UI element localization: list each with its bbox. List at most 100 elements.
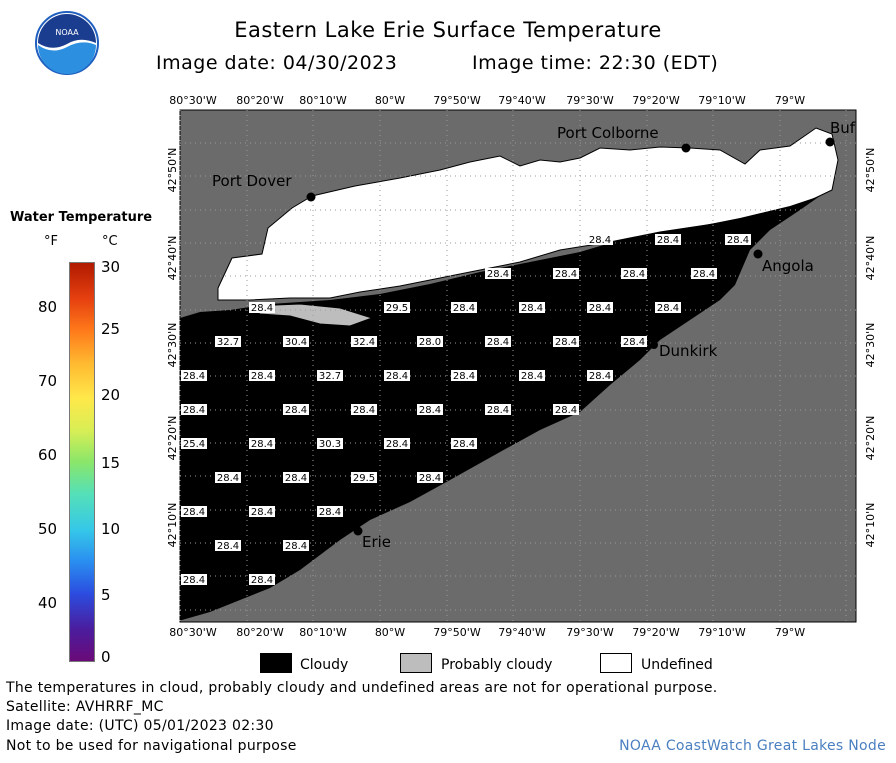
lat-label-left: 42°50'N [166,148,179,193]
image-time: Image time: 22:30 (EDT) [472,52,719,74]
lon-label-top: 79°20'W [632,94,680,107]
logo-text: NOAA [55,28,79,37]
lon-label-top: 80°30'W [169,94,217,107]
temp-label: 28.4 [353,405,375,416]
c-tick: 20 [101,386,121,404]
temp-label: 28.4 [285,405,307,416]
c-tick: 25 [101,320,121,338]
footer-satellite: Satellite: AVHRRF_MC [6,699,164,715]
temperature-labels: 28.4 28.4 28.4 28.4 28.4 28.4 28.4 28.4 29.5 28.4… [181,234,751,586]
f-tick: 70 [38,372,58,390]
temp-label: 28.4 [727,235,749,246]
lon-label-bottom: 80°20'W [236,626,284,639]
city-markers: Port Dover Port Colborne Buf Angola Dunk… [212,119,856,551]
temp-label: 29.5 [386,303,408,314]
temp-label-bg [451,370,477,381]
temp-label-bg [351,404,377,415]
c-tick: 10 [101,520,121,538]
f-tick: 80 [38,298,58,316]
temp-label: 28.4 [589,235,611,246]
temp-label: 25.4 [183,439,205,450]
temp-label: 28.4 [521,371,543,382]
temp-label-bg [181,370,207,381]
lon-label-bottom: 79°50'W [433,626,481,639]
temp-label: 28.4 [623,337,645,348]
temp-label: 28.4 [419,405,441,416]
temp-label-bg [384,438,410,449]
temp-label: 28.4 [386,439,408,450]
temp-label: 28.4 [555,405,577,416]
undefined-area [217,127,839,301]
noaa-logo: NOAA [35,11,99,75]
temp-label-bg [621,268,647,279]
undefined-label: Undefined [641,657,713,673]
temp-label: 28.4 [251,575,273,586]
temp-label: 28.4 [251,303,273,314]
temp-label-bg [417,404,443,415]
temp-label: 28.4 [657,235,679,246]
temp-label-bg [215,336,241,347]
temp-label: 28.0 [419,337,441,348]
lon-label-bottom: 79°W [775,626,805,639]
lat-label-left: 42°20'N [166,416,179,461]
temp-label: 32.4 [353,337,375,348]
temp-label: 28.4 [386,371,408,382]
temp-label-bg [283,472,309,483]
temp-label-bg [553,268,579,279]
lon-label-top: 79°40'W [498,94,546,107]
temp-label: 28.4 [319,507,341,518]
temp-label: 28.4 [589,303,611,314]
c-tick: 30 [101,258,121,276]
footer-navigation-warning: Not to be used for navigational purpose [6,738,297,754]
temp-label: 28.4 [589,371,611,382]
temp-label: 28.4 [487,337,509,348]
lon-label-bottom: 80°10'W [299,626,347,639]
temp-label-bg [283,540,309,551]
temp-label: 28.4 [487,405,509,416]
c-tick: 5 [101,586,111,604]
city-label-angola: Angola [762,257,814,275]
footer-credit: NOAA CoastWatch Great Lakes Node [619,738,886,754]
temp-label: 28.4 [285,473,307,484]
lon-label-bottom: 79°30'W [566,626,614,639]
city-label-buffalo: Buf [830,119,856,137]
lon-label-top: 79°30'W [566,94,614,107]
temp-label: 30.4 [285,337,307,348]
undefined-swatch [600,653,632,673]
city-dot-angola [753,249,763,259]
temp-label: 28.4 [487,269,509,280]
lon-label-bottom: 79°40'W [498,626,546,639]
temp-label-bg [655,234,681,245]
temp-label-bg [181,404,207,415]
temp-label-bg [283,404,309,415]
city-dot-port-dover [306,192,316,202]
temp-label-bg [485,404,511,415]
temp-label-bg [587,302,613,313]
lon-label-bottom: 79°20'W [632,626,680,639]
lon-label-bottom: 80°30'W [169,626,217,639]
f-tick: 50 [38,520,58,538]
temp-label: 28.4 [453,439,475,450]
temp-label: 32.7 [217,337,239,348]
temp-label: 28.4 [251,371,273,382]
lat-label-right: 42°10'N [864,503,877,548]
city-dot-erie [353,526,363,536]
map-title: Eastern Lake Erie Surface Temperature [234,18,662,42]
lon-label-bottom: 79°10'W [698,626,746,639]
temp-label-bg [417,336,443,347]
temp-label: 28.4 [183,507,205,518]
cloudy-label: Cloudy [300,657,349,673]
probably-cloudy-swatch [400,653,432,673]
lat-label-right: 42°50'N [864,148,877,193]
temp-label-bg [283,336,309,347]
temp-label: 28.4 [183,371,205,382]
lat-label-right: 42°20'N [864,416,877,461]
f-tick: 60 [38,446,58,464]
temp-label-bg [317,506,343,517]
temp-label-bg [691,268,717,279]
city-label-erie: Erie [362,533,391,551]
temp-label: 28.4 [555,269,577,280]
temp-label-bg [317,438,343,449]
lon-label-top: 79°10'W [698,94,746,107]
temp-label: 28.4 [657,303,679,314]
